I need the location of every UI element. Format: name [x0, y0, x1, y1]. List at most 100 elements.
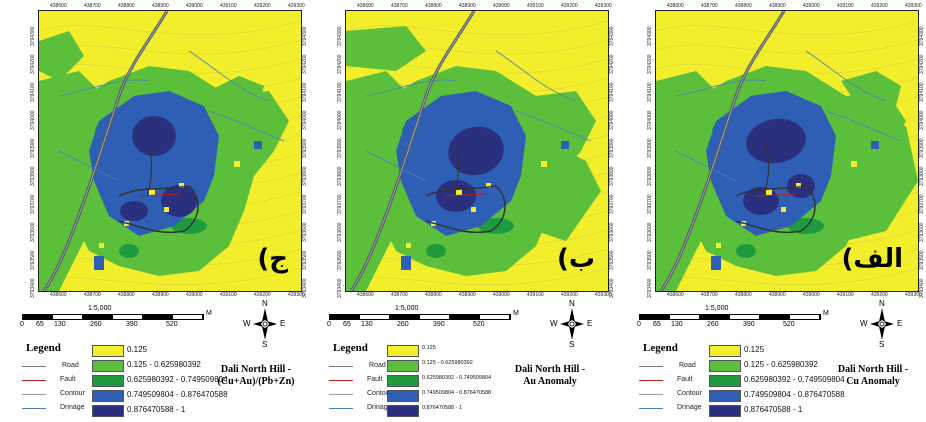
x-tick-label: 438800 [735, 3, 752, 9]
x-tick-label: 438800 [118, 292, 135, 298]
y-tick-label: 3794300 [302, 26, 308, 46]
y-tick-label: 3794000 [302, 110, 308, 130]
panel-label: ب) [556, 244, 595, 274]
y-tick-label: 3793600 [609, 222, 615, 242]
y-tick-label: 3794300 [647, 26, 653, 46]
north-arrow: N S W E [860, 299, 902, 349]
y-tick-label: 3793400 [919, 278, 925, 298]
y-tick-label: 3793800 [919, 166, 925, 186]
x-tick-label: 438700 [84, 292, 101, 298]
scale-label: 260 [90, 321, 102, 328]
legend-swatch [387, 345, 419, 357]
map-title: Dali North Hill - Au Anomaly [495, 364, 605, 388]
scale-label: 0 [637, 321, 641, 328]
legend-class-label: 0.125 - 0.625980392 [422, 360, 473, 366]
y-tick-label: 3793400 [647, 278, 653, 298]
scale-label: 260 [707, 321, 719, 328]
y-tick-label: 3794300 [337, 26, 343, 46]
y-tick-label: 3793900 [919, 138, 925, 158]
y-tick-label: 3794200 [302, 54, 308, 74]
y-tick-label: 3794100 [647, 82, 653, 102]
x-tick-label: 439200 [871, 3, 888, 9]
y-tick-label: 3794300 [919, 26, 925, 46]
x-tick-label: 439100 [527, 292, 544, 298]
x-tick-label: 438600 [357, 3, 374, 9]
legend-line-symbol [639, 394, 663, 395]
legend-swatch [92, 390, 124, 402]
scale-label: 260 [397, 321, 409, 328]
legend-class-label: 0.625980392 - 0.749509804 [744, 375, 845, 384]
legend-swatch [92, 345, 124, 357]
legend-line-symbol [22, 366, 46, 367]
scale-unit: M [513, 310, 519, 317]
legend-class-label: 0.625980392 - 0.749509804 [422, 375, 492, 381]
legend-class-label: 0.749509804 - 0.876470588 [422, 390, 492, 396]
panel-label: ج) [257, 244, 288, 274]
scale-label: 130 [671, 321, 683, 328]
y-tick-label: 3793700 [302, 194, 308, 214]
legend-class-label: 0.125 - 0.625980392 [127, 360, 201, 369]
scale-label: 520 [166, 321, 178, 328]
scale-label: 0 [327, 321, 331, 328]
legend-swatch [709, 390, 741, 402]
map-panel: 438600 438600 438700 438700 438800 438800 4389… [627, 0, 926, 422]
y-tick-label: 3794300 [30, 26, 36, 46]
map-frame [345, 10, 609, 292]
y-tick-label: 3793900 [609, 138, 615, 158]
legend-swatch [387, 375, 419, 387]
legend-line-label: Road [679, 362, 696, 369]
y-tick-label: 3793600 [647, 222, 653, 242]
legend-line-symbol [329, 380, 353, 381]
legend-swatch [709, 345, 741, 357]
map-frame [655, 10, 919, 292]
legend-class-label: 0.876470588 - 1 [127, 405, 186, 414]
x-tick-label: 438900 [769, 3, 786, 9]
x-tick-label: 438900 [459, 292, 476, 298]
legend-swatch [387, 390, 419, 402]
x-tick-label: 439000 [493, 292, 510, 298]
x-tick-label: 439000 [803, 3, 820, 9]
legend-line-symbol [639, 380, 663, 381]
scale-label: 390 [126, 321, 138, 328]
y-tick-label: 3793600 [30, 222, 36, 242]
compass-s: S [879, 340, 885, 349]
scale-label: 65 [653, 321, 661, 328]
y-tick-label: 3793500 [919, 250, 925, 270]
legend-line-symbol [22, 408, 46, 409]
y-tick-label: 3794000 [337, 110, 343, 130]
y-tick-label: 3793500 [647, 250, 653, 270]
x-tick-label: 438800 [425, 292, 442, 298]
legend-title: Legend [26, 342, 61, 354]
north-arrow: N S W E [550, 299, 592, 349]
y-tick-label: 3794000 [647, 110, 653, 130]
y-tick-label: 3793400 [337, 278, 343, 298]
compass-n: N [569, 299, 575, 308]
legend-line-symbol [329, 366, 353, 367]
legend-line-label: Drinage [60, 404, 85, 411]
legend-line-symbol [22, 380, 46, 381]
x-tick-label: 439200 [561, 3, 578, 9]
y-tick-label: 3793400 [609, 278, 615, 298]
legend-title: Legend [643, 342, 678, 354]
scale-bar [329, 314, 511, 320]
x-tick-label: 438800 [425, 3, 442, 9]
x-tick-label: 439200 [561, 292, 578, 298]
y-tick-label: 3794100 [302, 82, 308, 102]
compass-w: W [243, 319, 251, 328]
x-tick-label: 438800 [735, 292, 752, 298]
x-tick-label: 438700 [701, 292, 718, 298]
map-panel: 438600 438600 438700 438700 438800 438800 4389… [317, 0, 617, 422]
legend-line-label: Contour [60, 390, 85, 397]
legend-swatch [92, 375, 124, 387]
legend-class-label: 0.876470588 - 1 [422, 405, 463, 411]
legend-swatch [709, 405, 741, 417]
x-tick-label: 438600 [667, 292, 684, 298]
scale-label: 65 [343, 321, 351, 328]
legend-class-label: 0.125 [744, 345, 765, 354]
legend-swatch [387, 405, 419, 417]
x-tick-label: 438600 [50, 3, 67, 9]
legend-line-label: Drinage [367, 404, 392, 411]
scale-label: 130 [361, 321, 373, 328]
scale-bar [639, 314, 821, 320]
x-tick-label: 438900 [459, 3, 476, 9]
